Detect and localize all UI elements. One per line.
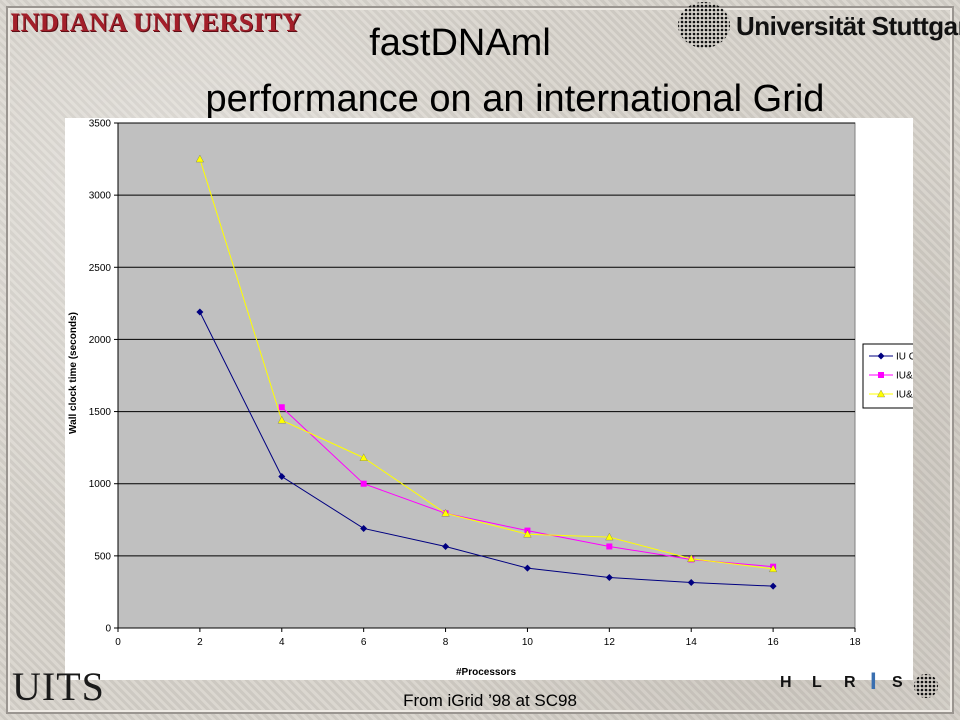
- hlrs-logo: H L R I S: [780, 668, 940, 704]
- legend-item: IU&NUS: [869, 371, 913, 382]
- data-point: [605, 532, 614, 541]
- data-point: [876, 389, 886, 398]
- hlrs-letter: I: [870, 668, 877, 695]
- legend-label: IU&ANU: [896, 390, 913, 401]
- legend-item: IU Only: [869, 352, 913, 363]
- x-axis-label: #Processors: [456, 667, 516, 678]
- data-point: [878, 372, 884, 378]
- data-point: [605, 574, 613, 581]
- universitat-stuttgart-logo: Universität Stuttgart: [676, 0, 960, 50]
- hlrs-letter: H: [780, 674, 792, 691]
- x-tick-label: 6: [361, 637, 367, 648]
- data-point: [523, 529, 532, 538]
- y-tick-label: 1500: [89, 407, 112, 418]
- indiana-university-logo: INDIANA UNIVERSITY: [10, 8, 302, 37]
- legend-label: IU&NUS: [896, 371, 913, 382]
- legend-item: IU&ANU: [869, 390, 913, 401]
- x-tick-label: 8: [443, 637, 449, 648]
- source-note: From iGrid ’98 at SC98: [403, 691, 577, 710]
- y-tick-label: 0: [105, 624, 111, 635]
- x-tick-label: 12: [604, 637, 616, 648]
- data-point: [277, 415, 286, 424]
- x-tick-label: 2: [197, 637, 203, 648]
- hlrs-letter: S: [892, 674, 903, 691]
- data-point: [606, 543, 613, 550]
- data-point: [769, 564, 778, 572]
- data-point: [196, 308, 204, 316]
- slide-title-line1: fastDNAml: [369, 22, 551, 64]
- hlrs-seal-icon: [914, 674, 938, 698]
- slide-title-line2: performance on an international Grid: [205, 78, 825, 120]
- data-point: [687, 554, 696, 562]
- data-point: [195, 154, 204, 163]
- series-iu-anu: [195, 154, 778, 572]
- data-point: [442, 542, 450, 550]
- legend-box: [862, 343, 913, 409]
- y-tick-label: 500: [94, 551, 111, 562]
- plot-area: [117, 122, 856, 629]
- stuttgart-logo-text: Universität Stuttgart: [736, 11, 960, 41]
- x-tick-label: 0: [115, 637, 121, 648]
- data-point: [441, 508, 450, 517]
- y-tick-label: 2500: [89, 263, 112, 274]
- data-point: [687, 579, 695, 587]
- data-point: [360, 480, 367, 487]
- uits-logo: UITS: [12, 664, 105, 709]
- y-tick-label: 1000: [89, 479, 112, 490]
- line-chart: 0 500 1000 1500 2000 2500 3000 3500 0 2 4 6 8 10 12 14 1…: [68, 119, 913, 678]
- y-tick-label: 3500: [89, 119, 112, 130]
- data-point: [278, 473, 286, 480]
- data-point: [360, 524, 368, 532]
- hlrs-letter: R: [844, 674, 856, 691]
- x-tick-label: 18: [849, 637, 861, 648]
- series-line: [199, 158, 774, 570]
- x-tick-label: 16: [768, 637, 780, 648]
- data-point: [278, 404, 285, 411]
- stuttgart-seal-icon: [678, 2, 730, 48]
- chart-panel: 0 500 1000 1500 2000 2500 3000 3500 0 2 4 6 8 10 12 14 1…: [65, 118, 913, 680]
- chart-legend: IU Only IU&NUS IU&ANU: [862, 343, 913, 409]
- series-line: [199, 311, 774, 587]
- data-point: [877, 352, 885, 360]
- y-axis-label: Wall clock time (seconds): [68, 312, 79, 434]
- legend-label: IU Only: [896, 352, 913, 363]
- hlrs-letter: L: [812, 674, 822, 691]
- data-point: [359, 453, 368, 461]
- data-point: [523, 564, 531, 572]
- y-tick-label: 3000: [89, 191, 112, 202]
- data-point: [769, 582, 777, 590]
- x-tick-label: 4: [279, 637, 285, 648]
- x-tick-label: 14: [686, 637, 698, 648]
- x-tick-label: 10: [522, 637, 534, 648]
- series-iu-only: [196, 308, 777, 590]
- y-tick-label: 2000: [89, 335, 112, 346]
